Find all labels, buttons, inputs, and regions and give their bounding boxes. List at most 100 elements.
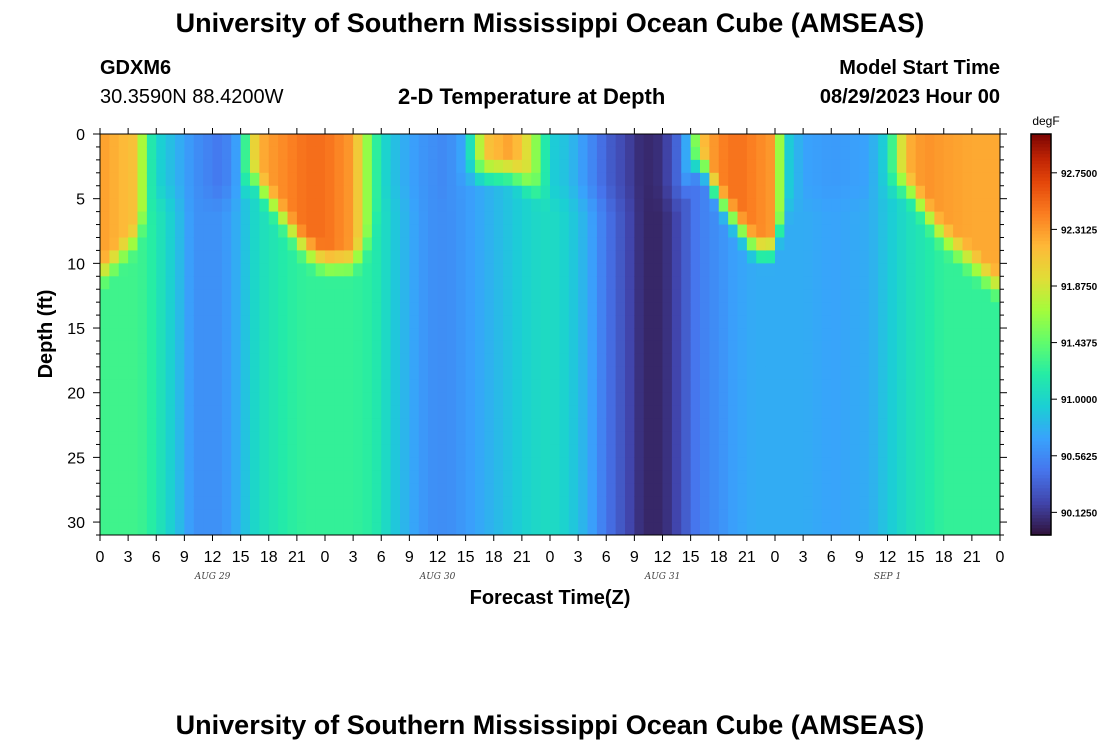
heatmap-cell	[484, 211, 495, 226]
colorbar-segment	[1031, 458, 1051, 463]
heatmap-cell	[662, 224, 673, 239]
heatmap-cell	[587, 457, 598, 471]
heatmap-cell	[831, 509, 842, 523]
heatmap-cell	[981, 509, 992, 523]
colorbar-segment	[1031, 428, 1051, 433]
heatmap-cell	[184, 353, 195, 368]
heatmap-cell	[784, 224, 795, 239]
heatmap-cell	[643, 470, 654, 484]
colorbar-segment	[1031, 461, 1051, 466]
heatmap-cell	[231, 289, 242, 303]
x-tick-label: 18	[935, 549, 953, 566]
heatmap-cell	[109, 444, 120, 458]
heatmap-cell	[896, 134, 907, 148]
x-tick-label: 12	[429, 549, 447, 566]
heatmap-cell	[221, 457, 232, 471]
heatmap-cell	[934, 263, 945, 277]
heatmap-cell	[540, 405, 551, 420]
heatmap-cell	[184, 159, 195, 174]
heatmap-cell	[381, 172, 392, 187]
heatmap-cell	[278, 418, 289, 433]
heatmap-cell	[137, 509, 148, 523]
heatmap-cell	[456, 431, 467, 446]
heatmap-cell	[184, 237, 195, 252]
heatmap-cell	[512, 159, 523, 174]
heatmap-cell	[765, 405, 776, 420]
heatmap-cell	[503, 198, 514, 213]
heatmap-cell	[221, 444, 232, 458]
heatmap-cell	[456, 211, 467, 226]
heatmap-cell	[587, 159, 598, 174]
heatmap-cell	[840, 444, 851, 458]
heatmap-cell	[381, 146, 392, 161]
heatmap-cell	[325, 522, 335, 535]
heatmap-cell	[446, 146, 457, 161]
heatmap-cell	[746, 159, 757, 174]
heatmap-cell	[418, 224, 429, 239]
heatmap-cell	[934, 444, 945, 458]
heatmap-cell	[887, 353, 898, 368]
heatmap-cell	[128, 289, 139, 303]
heatmap-cell	[831, 366, 842, 381]
heatmap-cell	[409, 340, 420, 355]
heatmap-cell	[615, 237, 626, 252]
heatmap-cell	[793, 159, 804, 174]
heatmap-cell	[512, 444, 523, 458]
heatmap-cell	[925, 470, 935, 484]
heatmap-cell	[296, 392, 307, 407]
heatmap-cell	[718, 276, 729, 290]
heatmap-cell	[221, 431, 232, 446]
heatmap-cell	[943, 379, 954, 394]
heatmap-cell	[428, 379, 439, 394]
heatmap-cell	[953, 302, 964, 316]
heatmap-cell	[934, 353, 945, 368]
heatmap-cell	[175, 431, 185, 446]
heatmap-cell	[475, 392, 485, 407]
heatmap-cell	[821, 405, 832, 420]
heatmap-cell	[690, 159, 701, 174]
heatmap-cell	[934, 340, 945, 355]
heatmap-cell	[643, 302, 654, 316]
heatmap-cell	[728, 276, 739, 290]
heatmap-cell	[409, 366, 420, 381]
colorbar-frame	[1030, 133, 1052, 536]
heatmap-cell	[962, 263, 973, 277]
heatmap-cell	[521, 263, 532, 277]
heatmap-cell	[784, 418, 795, 433]
heatmap-cell	[156, 509, 167, 523]
heatmap-cell	[343, 134, 354, 148]
heatmap-cell	[203, 392, 214, 407]
heatmap-cell	[718, 366, 729, 381]
heatmap-cell	[915, 418, 926, 433]
heatmap-cell	[896, 263, 907, 277]
heatmap-cell	[268, 444, 279, 458]
heatmap-cell	[156, 405, 167, 420]
heatmap-cell	[878, 522, 889, 535]
heatmap-cell	[193, 366, 204, 381]
heatmap-cell	[915, 315, 926, 329]
heatmap-cell	[568, 379, 579, 394]
heatmap-cell	[475, 198, 485, 213]
heatmap-cell	[887, 276, 898, 290]
heatmap-cell	[109, 224, 120, 239]
heatmap-cell	[971, 496, 982, 510]
heatmap-cell	[728, 134, 739, 148]
heatmap-cell	[775, 366, 785, 381]
colorbar-segment	[1031, 454, 1051, 459]
heatmap-cell	[596, 276, 607, 290]
heatmap-cell	[231, 366, 242, 381]
heatmap-cell	[700, 431, 710, 446]
heatmap-cell	[128, 405, 139, 420]
heatmap-cell	[746, 263, 757, 277]
heatmap-cell	[568, 418, 579, 433]
heatmap-cell	[709, 522, 720, 535]
heatmap-cell	[746, 211, 757, 226]
heatmap-cell	[737, 366, 748, 381]
heatmap-cell	[653, 289, 664, 303]
heatmap-cell	[371, 444, 382, 458]
heatmap-cell	[700, 444, 710, 458]
heatmap-cell	[793, 379, 804, 394]
heatmap-cell	[118, 146, 129, 161]
heatmap-cell	[540, 302, 551, 316]
heatmap-cell	[259, 276, 270, 290]
